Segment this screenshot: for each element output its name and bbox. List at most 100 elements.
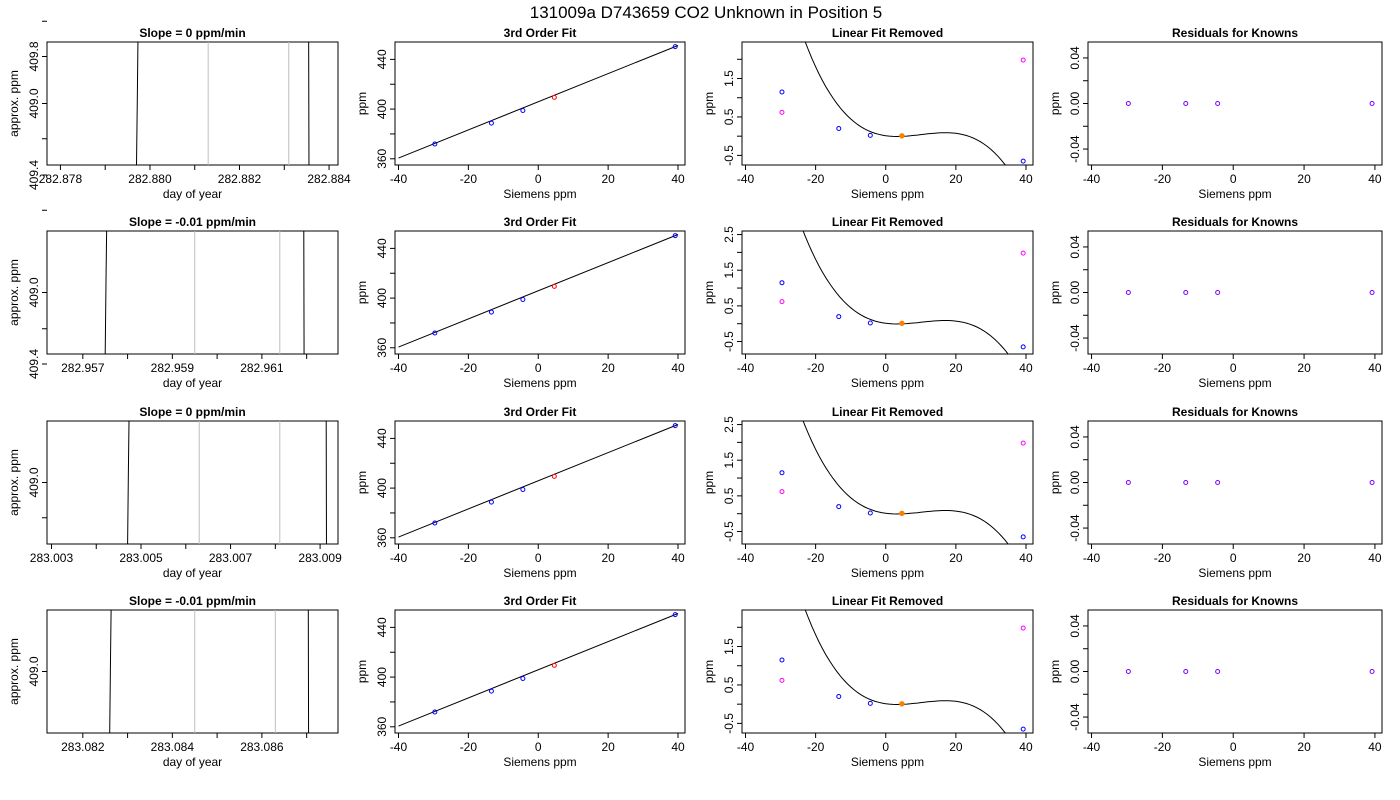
y-tick-label: 409.0	[27, 88, 41, 118]
y-tick-label: 400	[375, 288, 389, 308]
residual-point	[1215, 101, 1221, 106]
x-tick-label: 0	[1230, 172, 1237, 186]
plot-frame	[1087, 41, 1383, 166]
x-tick-label: 20	[601, 740, 615, 754]
y-axis-label: ppm	[1048, 660, 1062, 683]
y-tick-label: 0.00	[1068, 470, 1082, 494]
y-tick-label: 409.4	[27, 160, 41, 190]
panel-title: Slope = -0.01 ppm/min	[129, 215, 256, 229]
x-tick-label: 283.086	[240, 740, 284, 754]
x-tick-label: 40	[671, 361, 685, 375]
x-tick-label: 0	[1230, 361, 1237, 375]
residual-curve	[802, 421, 1009, 544]
panel-residual-1: Residuals for Knowns -40 -20 0 20 40 -0.04 0.00…	[1048, 26, 1383, 201]
plot-frame	[741, 41, 1034, 166]
y-axis-label: ppm	[355, 92, 369, 115]
y-tick-label: 0.04	[1068, 425, 1082, 449]
y-tick-label: -0.5	[722, 521, 736, 542]
x-tick-label: -40	[390, 361, 408, 375]
plot-frame	[394, 609, 686, 734]
plot-area	[109, 610, 310, 733]
x-tick-label: 40	[1368, 551, 1382, 565]
y-axis-label: approx. ppm	[7, 259, 21, 326]
plot-frame	[1087, 420, 1383, 545]
panel-fit-3: 3rd Order Fit -40 -20 0 20 40 360 400 440 Siemens…	[355, 405, 686, 580]
fit-curve	[398, 613, 679, 727]
plot-area	[127, 142, 327, 544]
unknown-sample-point	[899, 510, 905, 517]
residual-point	[1183, 480, 1189, 485]
panel-fit-1: 3rd Order Fit -40 -20 0 20 40 360 400 440 Siemens…	[355, 26, 686, 201]
plot-frame	[394, 41, 686, 166]
x-tick-label: 20	[949, 551, 963, 565]
y-tick-label: 440	[375, 238, 389, 258]
x-tick-label: 282.878	[39, 172, 83, 186]
x-tick-label: -40	[390, 740, 408, 754]
plot-frame	[741, 420, 1034, 545]
panel-title: Residuals for Knowns	[1172, 594, 1298, 608]
x-tick-label: -20	[807, 551, 825, 565]
x-tick-label: 283.005	[119, 551, 163, 565]
x-tick-label: 40	[671, 551, 685, 565]
y-tick-label: 409.0	[27, 656, 41, 686]
x-axis-label: Siemens ppm	[1198, 755, 1271, 769]
fit-curve	[398, 424, 679, 538]
x-tick-label: 20	[1297, 551, 1311, 565]
residual-curve	[804, 610, 1006, 733]
x-axis-label: day of year	[163, 376, 222, 390]
x-tick-label: -40	[737, 551, 755, 565]
y-tick-label: 0.5	[722, 676, 736, 693]
plot-frame	[1087, 230, 1383, 355]
panel-linear-3: Linear Fit Removed -40 -20 0 20 40 -0.5 0.5 1.5 2…	[702, 405, 1034, 580]
fit-curve	[398, 234, 679, 348]
unfitted-point	[1020, 250, 1026, 256]
x-tick-label: 0	[535, 740, 542, 754]
residual-point	[1125, 290, 1131, 295]
plot-area	[398, 44, 679, 159]
x-tick-label: -20	[1154, 361, 1172, 375]
known-standard-point	[836, 504, 842, 510]
co2-trace-line	[127, 421, 327, 544]
x-tick-label: 282.961	[240, 361, 284, 375]
plot-frame	[394, 230, 686, 355]
x-tick-label: 20	[601, 361, 615, 375]
residual-point	[1215, 290, 1221, 295]
y-tick-label: 360	[375, 716, 389, 736]
residual-curve	[804, 42, 1006, 165]
x-tick-label: 0	[882, 361, 889, 375]
y-tick-label: 440	[375, 49, 389, 69]
known-standard-point	[672, 233, 678, 239]
sample-average-marker	[238, 142, 242, 146]
x-tick-label: -20	[1154, 172, 1172, 186]
x-tick-label: 40	[1368, 740, 1382, 754]
plot-area	[779, 610, 1026, 733]
panel-title: Linear Fit Removed	[832, 405, 943, 419]
x-tick-label: 20	[601, 172, 615, 186]
y-axis-label: ppm	[1048, 471, 1062, 494]
x-tick-label: -40	[737, 172, 755, 186]
residual-point	[1369, 290, 1375, 295]
plot-area	[1125, 101, 1375, 106]
known-standard-point	[520, 296, 526, 302]
plot-frame	[46, 609, 339, 734]
panel-linear-4: Linear Fit Removed -40 -20 0 20 40 -0.5 0.5 1.5 S…	[702, 594, 1034, 769]
x-axis-label: Siemens ppm	[851, 566, 924, 580]
x-axis-label: Siemens ppm	[503, 376, 576, 390]
plot-area	[1125, 480, 1375, 485]
x-tick-label: 20	[1297, 172, 1311, 186]
y-axis-label: ppm	[355, 471, 369, 494]
x-axis-label: Siemens ppm	[1198, 566, 1271, 580]
known-standard-point	[488, 309, 494, 315]
plot-frame	[46, 41, 339, 166]
y-axis-label: approx. ppm	[7, 638, 21, 705]
panel-title: 3rd Order Fit	[504, 594, 577, 608]
figure-title: 131009a D743659 CO2 Unknown in Position …	[530, 3, 883, 22]
y-tick-label: 0.00	[1068, 280, 1082, 304]
x-tick-label: 40	[1019, 551, 1033, 565]
x-axis-label: Siemens ppm	[851, 376, 924, 390]
x-axis-label: Siemens ppm	[851, 187, 924, 201]
plot-frame	[741, 609, 1034, 734]
y-axis-label: approx. ppm	[7, 70, 21, 137]
panel-title: Residuals for Knowns	[1172, 26, 1298, 40]
